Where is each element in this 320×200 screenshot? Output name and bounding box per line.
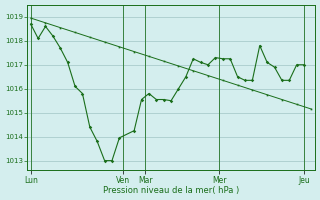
- X-axis label: Pression niveau de la mer( hPa ): Pression niveau de la mer( hPa ): [103, 186, 239, 195]
